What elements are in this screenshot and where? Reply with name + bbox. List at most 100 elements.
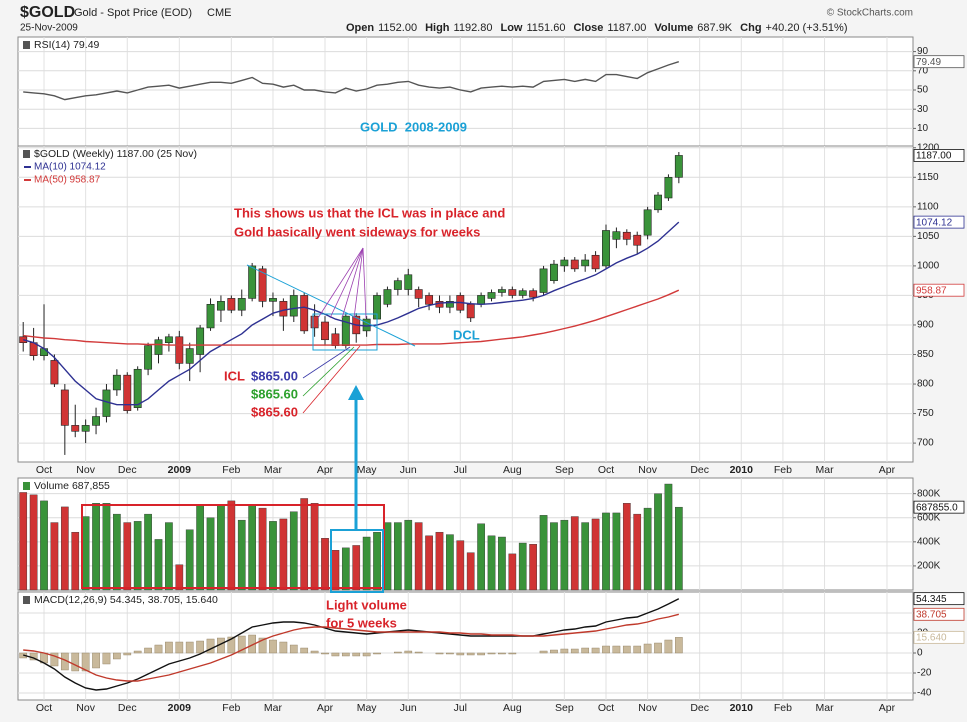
histogram-bar [487,652,496,655]
histogram-bar [102,652,111,665]
candle-body [60,389,69,426]
fan-line [353,247,364,319]
series-line [23,61,680,101]
panel-title: Volume 687,855 [34,480,110,492]
candle-body [50,360,59,385]
candle-body [570,259,579,270]
x-tick-label: Jul [454,702,467,714]
y-tick-label: -40 [917,688,932,699]
annotation: DCL [453,327,480,342]
histogram-bar [175,641,184,654]
histogram-bar [310,650,319,654]
histogram-bar [643,643,652,654]
y-tick-label: 0 [917,648,923,659]
candle-body [133,368,142,408]
candle-body [289,295,298,317]
volume-bar [633,513,642,591]
symbol: $GOLD [20,4,75,21]
x-tick-label: Nov [76,464,95,476]
candle-body [508,289,517,296]
annotation-shapes [81,247,416,593]
volume-bar [622,503,631,591]
annotation: $865.60 [251,404,298,419]
x-tick-label: Jul [454,464,467,476]
volume-bar [570,516,579,591]
candle-body [237,298,246,311]
title-icon [23,596,30,604]
value-tag [913,592,965,606]
title-icon [23,482,30,490]
histogram-bar [622,645,631,654]
pointer-line [302,346,351,379]
candle-body [674,155,683,178]
histogram-bar [133,650,142,654]
stat-value: 1187.00 [607,22,646,34]
pointer-line [302,346,355,397]
x-tick-label: Apr [879,702,896,714]
candle-body [591,254,600,270]
candle-body [185,348,194,364]
fan-line [317,247,364,319]
volume-bar [237,519,246,591]
candle-body [414,289,423,299]
volume-bar [529,544,537,591]
histogram-bar [154,644,163,654]
histogram-bar [92,652,100,669]
panel-title: MACD(12,26,9) 54.345, 38.705, 15.640 [34,594,218,606]
y-tick-label: 800 [917,379,934,390]
histogram-bar [456,652,465,656]
value-tag [913,149,965,162]
x-tick-label: 2009 [168,702,192,714]
stat-value: +40.20 (+3.51%) [766,22,848,34]
volume-bar [602,512,610,591]
y-tick-label: 200K [917,561,941,572]
panel-title: RSI(14) 79.49 [34,39,100,51]
y-tick-label: 1100 [917,201,939,212]
candle-body [529,290,538,298]
candle-body [654,194,662,211]
histogram-bar [414,651,423,654]
x-tick-label: Nov [76,702,95,714]
stat-label: Chg [740,22,761,34]
candle-body [518,290,527,296]
x-tick-label: Feb [774,464,792,476]
panel [17,591,914,701]
value-tag-label: 79.49 [916,57,941,68]
y-tick-label: -20 [917,668,932,679]
stat-value: 1192.80 [454,22,493,34]
x-tick-label: Feb [222,702,240,714]
x-tick-label: Oct [36,702,52,714]
annotation: Gold basically went sideways for weeks [234,224,480,239]
candle-body [445,301,454,308]
volume-bar [591,518,600,591]
candle-body [81,425,90,432]
candle-body [216,301,225,311]
histogram-bar [560,648,569,654]
histogram-bar [508,652,517,655]
x-tick-label: Apr [317,464,334,476]
candle-body [466,303,475,319]
fan-lines [317,247,367,319]
histogram-bar [341,652,350,657]
histogram-bar [570,648,579,654]
histogram-bar [185,641,194,654]
x-tick-label: Dec [118,464,137,476]
stat-label: Close [573,22,603,34]
histogram-bar [362,652,371,657]
annotation: GOLD 2008-2009 [360,119,467,134]
y-tick-label: 600K [917,512,941,523]
histogram-bar [289,644,298,654]
volume-bar [352,545,361,591]
credit: © StockCharts.com [827,8,913,19]
stat-value: 687.9K [697,22,733,34]
value-tag-label: 1074.12 [916,217,953,228]
y-tick-label: 1050 [917,231,940,242]
histogram-bar [123,652,132,656]
volume-bar [81,516,90,591]
histogram-bar [81,652,90,672]
annotation: Light volume [326,597,407,612]
histogram-bar [664,639,673,654]
histogram-bar [352,652,361,657]
candle-body [362,318,371,332]
volume-bar [154,539,163,591]
